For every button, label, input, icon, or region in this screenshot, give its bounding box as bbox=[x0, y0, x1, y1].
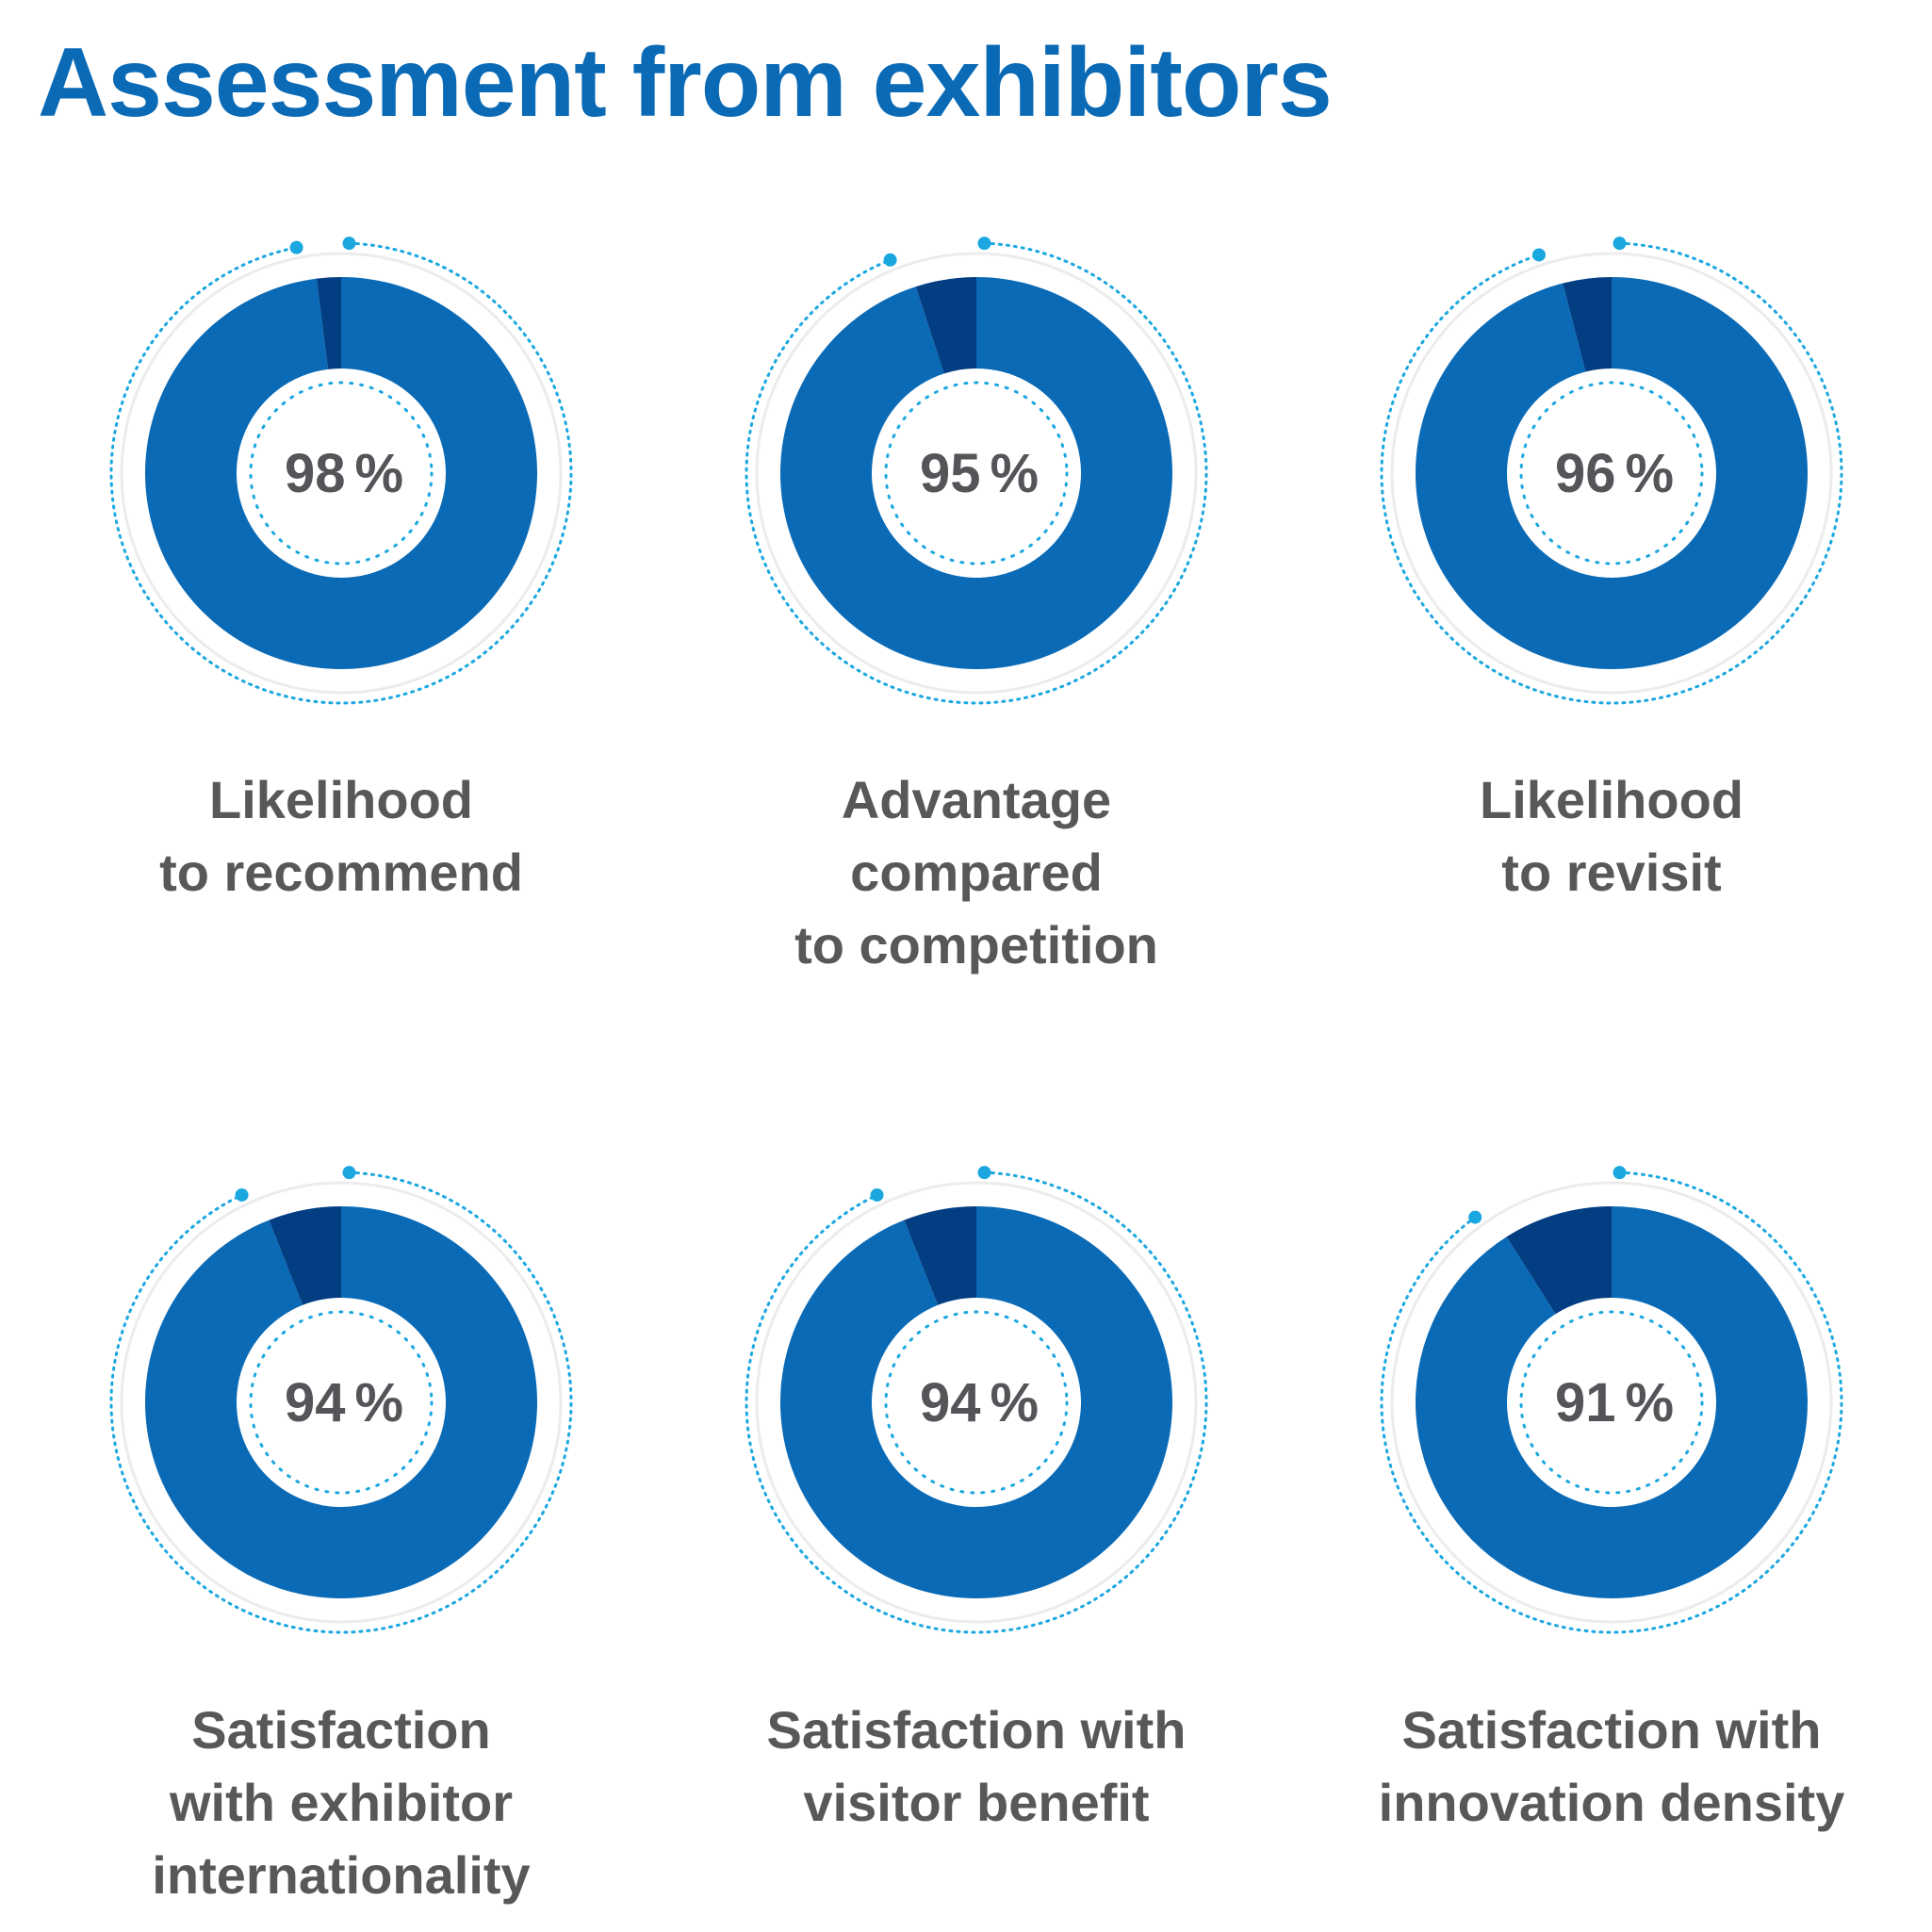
percent-sign: % bbox=[1625, 443, 1674, 504]
percent-sign: % bbox=[990, 443, 1039, 504]
dotted-arc bbox=[109, 241, 573, 705]
donut-main-segment bbox=[1415, 1206, 1808, 1598]
arc-start-dot bbox=[1613, 1166, 1627, 1180]
percentage-label: 94% bbox=[920, 1372, 1039, 1433]
caption-line: visitor benefit bbox=[803, 1773, 1150, 1832]
arc-start-dot bbox=[342, 237, 356, 251]
percentage-label: 96% bbox=[1555, 443, 1674, 504]
donut-chart: 96% bbox=[1380, 237, 1843, 705]
arc-start-dot bbox=[342, 1166, 356, 1180]
donut-main-segment bbox=[779, 1206, 1172, 1599]
outer-ring bbox=[120, 252, 563, 695]
dotted-arc bbox=[745, 241, 1208, 705]
percentage-value: 96 bbox=[1555, 443, 1616, 504]
percentage-label: 91% bbox=[1555, 1372, 1674, 1433]
donut-main-segment bbox=[144, 1206, 537, 1599]
chart-caption: Satisfaction with exhibitor internationali… bbox=[49, 1694, 633, 1911]
arc-end-dot bbox=[883, 253, 897, 267]
chart-caption: Satisfaction with visitor benefit bbox=[684, 1694, 1269, 1839]
arc-start-dot bbox=[1613, 237, 1627, 251]
percentage-label: 98% bbox=[285, 443, 403, 504]
donut-rest-segment bbox=[1563, 277, 1612, 372]
chart-caption: Likelihood to recommend bbox=[49, 763, 633, 909]
arc-start-dot bbox=[977, 1166, 991, 1180]
outer-ring bbox=[755, 252, 1198, 695]
caption-line: Satisfaction bbox=[191, 1700, 491, 1760]
dotted-arc bbox=[1380, 241, 1843, 705]
inner-dotted-circle bbox=[884, 1310, 1069, 1495]
donut-chart: 91% bbox=[1380, 1166, 1843, 1634]
donut-chart: 95% bbox=[745, 237, 1208, 705]
donut-rest-segment bbox=[269, 1206, 341, 1305]
percentage-label: 94% bbox=[285, 1372, 403, 1433]
caption-line: to revisit bbox=[1501, 843, 1722, 902]
arc-end-dot bbox=[289, 240, 303, 254]
outer-ring bbox=[1390, 252, 1833, 695]
donut-main-segment bbox=[1416, 277, 1809, 670]
inner-dotted-circle bbox=[249, 1310, 434, 1495]
donut-chart: 94% bbox=[745, 1166, 1208, 1634]
dotted-arc bbox=[745, 1171, 1208, 1634]
donut-chart: 94% bbox=[109, 1166, 573, 1634]
percent-sign: % bbox=[354, 443, 403, 504]
caption-line: Satisfaction with bbox=[1401, 1700, 1822, 1760]
percentage-value: 91 bbox=[1555, 1372, 1616, 1433]
percentage-value: 95 bbox=[920, 443, 981, 504]
chart-caption: Satisfaction with innovation density bbox=[1319, 1694, 1904, 1839]
caption-line: Advantage bbox=[841, 770, 1112, 829]
caption-line: Likelihood bbox=[209, 770, 473, 829]
caption-line: compared bbox=[850, 843, 1103, 902]
caption-line: innovation density bbox=[1378, 1773, 1845, 1832]
inner-dotted-circle bbox=[1519, 1310, 1704, 1495]
caption-line: to recommend bbox=[159, 843, 523, 902]
arc-end-dot bbox=[1468, 1210, 1482, 1224]
outer-ring bbox=[1390, 1181, 1833, 1624]
caption-line: with exhibitor bbox=[170, 1773, 513, 1832]
caption-line: Satisfaction with bbox=[766, 1700, 1187, 1760]
percent-sign: % bbox=[1625, 1372, 1674, 1433]
inner-dotted-circle bbox=[884, 381, 1069, 565]
caption-line: internationality bbox=[152, 1845, 531, 1905]
donut-chart: 98% bbox=[109, 237, 573, 705]
donut-main-segment bbox=[780, 277, 1173, 670]
donut-main-segment bbox=[145, 277, 538, 669]
percentage-label: 95% bbox=[920, 443, 1039, 504]
percent-sign: % bbox=[354, 1372, 403, 1433]
chart-caption: Advantage compared to competition bbox=[684, 763, 1269, 981]
caption-line: Likelihood bbox=[1480, 770, 1744, 829]
arc-end-dot bbox=[870, 1187, 884, 1202]
dotted-arc bbox=[109, 1171, 573, 1634]
caption-line: to competition bbox=[794, 915, 1158, 974]
donut-rest-segment bbox=[316, 277, 341, 369]
donut-rest-segment bbox=[1506, 1206, 1612, 1315]
arc-end-dot bbox=[1531, 248, 1546, 262]
percentage-value: 94 bbox=[285, 1372, 346, 1433]
percent-sign: % bbox=[990, 1372, 1039, 1433]
inner-dotted-circle bbox=[1519, 381, 1704, 565]
outer-ring bbox=[755, 1181, 1198, 1624]
percentage-value: 98 bbox=[285, 443, 346, 504]
inner-dotted-circle bbox=[249, 381, 434, 565]
donut-rest-segment bbox=[904, 1206, 976, 1305]
page-title: Assessment from exhibitors bbox=[38, 28, 1333, 138]
arc-start-dot bbox=[977, 237, 991, 251]
donut-rest-segment bbox=[915, 277, 976, 374]
outer-ring bbox=[120, 1181, 563, 1624]
percentage-value: 94 bbox=[920, 1372, 981, 1433]
arc-end-dot bbox=[235, 1187, 249, 1202]
chart-caption: Likelihood to revisit bbox=[1319, 763, 1904, 909]
